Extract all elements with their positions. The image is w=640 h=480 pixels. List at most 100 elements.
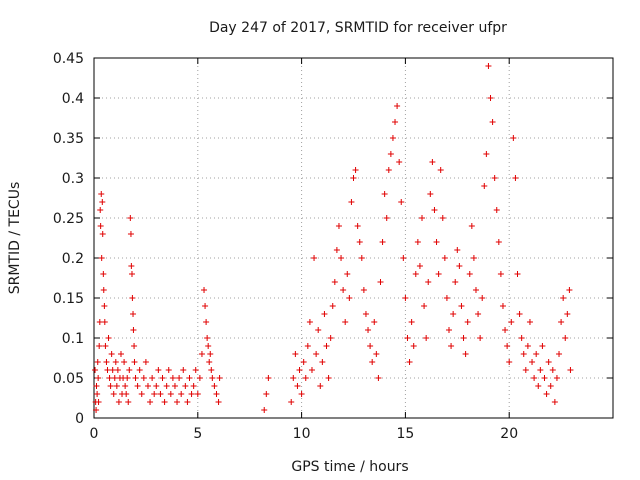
data-point xyxy=(144,383,151,389)
data-point xyxy=(365,327,372,333)
data-point xyxy=(423,335,430,341)
data-point xyxy=(130,327,137,333)
data-point xyxy=(514,271,521,277)
data-point xyxy=(369,359,376,365)
data-point xyxy=(566,287,573,293)
data-point xyxy=(138,391,145,397)
data-point xyxy=(421,303,428,309)
tick-layer xyxy=(93,57,613,419)
data-point xyxy=(313,351,320,357)
data-point xyxy=(462,351,469,357)
x-tick-labels: 0 5 10 15 20 xyxy=(90,426,519,442)
data-point xyxy=(543,391,550,397)
data-point xyxy=(387,151,394,157)
data-point xyxy=(352,167,359,173)
data-point xyxy=(155,367,162,373)
data-point xyxy=(333,247,340,253)
data-point xyxy=(103,359,110,365)
data-point xyxy=(321,311,328,317)
data-point xyxy=(169,375,176,381)
data-point xyxy=(483,151,490,157)
data-point xyxy=(460,335,467,341)
data-point xyxy=(130,311,137,317)
data-point xyxy=(263,391,270,397)
data-point xyxy=(153,383,160,389)
data-point xyxy=(344,271,351,277)
data-point xyxy=(140,375,147,381)
data-point xyxy=(209,375,216,381)
data-point xyxy=(105,335,112,341)
data-point xyxy=(433,239,440,245)
data-point xyxy=(466,271,473,277)
data-point xyxy=(93,407,100,413)
data-point xyxy=(510,135,517,141)
data-point xyxy=(128,271,135,277)
data-point xyxy=(304,343,311,349)
grid-layer xyxy=(94,58,613,418)
data-point xyxy=(371,319,378,325)
data-point xyxy=(377,279,384,285)
data-point xyxy=(518,335,525,341)
data-point xyxy=(117,351,124,357)
data-point xyxy=(445,327,452,333)
data-point xyxy=(406,359,413,365)
data-point xyxy=(553,375,560,381)
data-point xyxy=(207,351,214,357)
data-point xyxy=(184,399,191,405)
data-point xyxy=(360,287,367,293)
data-point xyxy=(429,159,436,165)
x-tick-label: 10 xyxy=(293,426,311,442)
data-point xyxy=(104,367,111,373)
data-point xyxy=(151,391,158,397)
data-point xyxy=(535,383,542,389)
data-point xyxy=(112,359,119,365)
data-point xyxy=(506,359,513,365)
data-point xyxy=(464,319,471,325)
data-point xyxy=(456,263,463,269)
y-tick-label: 0.3 xyxy=(62,171,84,187)
data-point xyxy=(174,399,181,405)
data-point xyxy=(317,383,324,389)
data-point xyxy=(204,335,211,341)
data-point xyxy=(522,367,529,373)
data-point xyxy=(520,351,527,357)
data-point xyxy=(196,375,203,381)
data-point xyxy=(412,271,419,277)
data-point xyxy=(159,375,166,381)
data-point xyxy=(127,215,134,221)
data-point xyxy=(194,391,201,397)
y-tick-label: 0.1 xyxy=(62,331,84,347)
data-point xyxy=(394,103,401,109)
data-point xyxy=(115,399,122,405)
data-point xyxy=(178,391,185,397)
data-point xyxy=(470,255,477,261)
data-point xyxy=(261,407,268,413)
data-point xyxy=(400,255,407,261)
data-point xyxy=(208,367,215,373)
data-points xyxy=(92,63,574,413)
data-point xyxy=(497,271,504,277)
data-point xyxy=(106,375,113,381)
data-point xyxy=(404,335,411,341)
data-point xyxy=(216,375,223,381)
data-point xyxy=(147,399,154,405)
data-point xyxy=(319,359,326,365)
data-point xyxy=(504,343,511,349)
x-axis-label: GPS time / hours xyxy=(291,459,408,475)
data-point xyxy=(512,175,519,181)
data-point xyxy=(437,167,444,173)
data-point xyxy=(358,255,365,261)
data-point xyxy=(315,327,322,333)
x-tick-label: 15 xyxy=(396,426,414,442)
data-point xyxy=(541,375,548,381)
y-tick-label: 0.15 xyxy=(53,291,84,307)
data-point xyxy=(331,279,338,285)
data-point xyxy=(414,239,421,245)
data-point xyxy=(161,399,168,405)
data-point xyxy=(131,343,138,349)
data-point xyxy=(97,207,104,213)
data-point xyxy=(110,391,117,397)
data-point xyxy=(383,215,390,221)
data-point xyxy=(396,159,403,165)
data-point xyxy=(329,303,336,309)
